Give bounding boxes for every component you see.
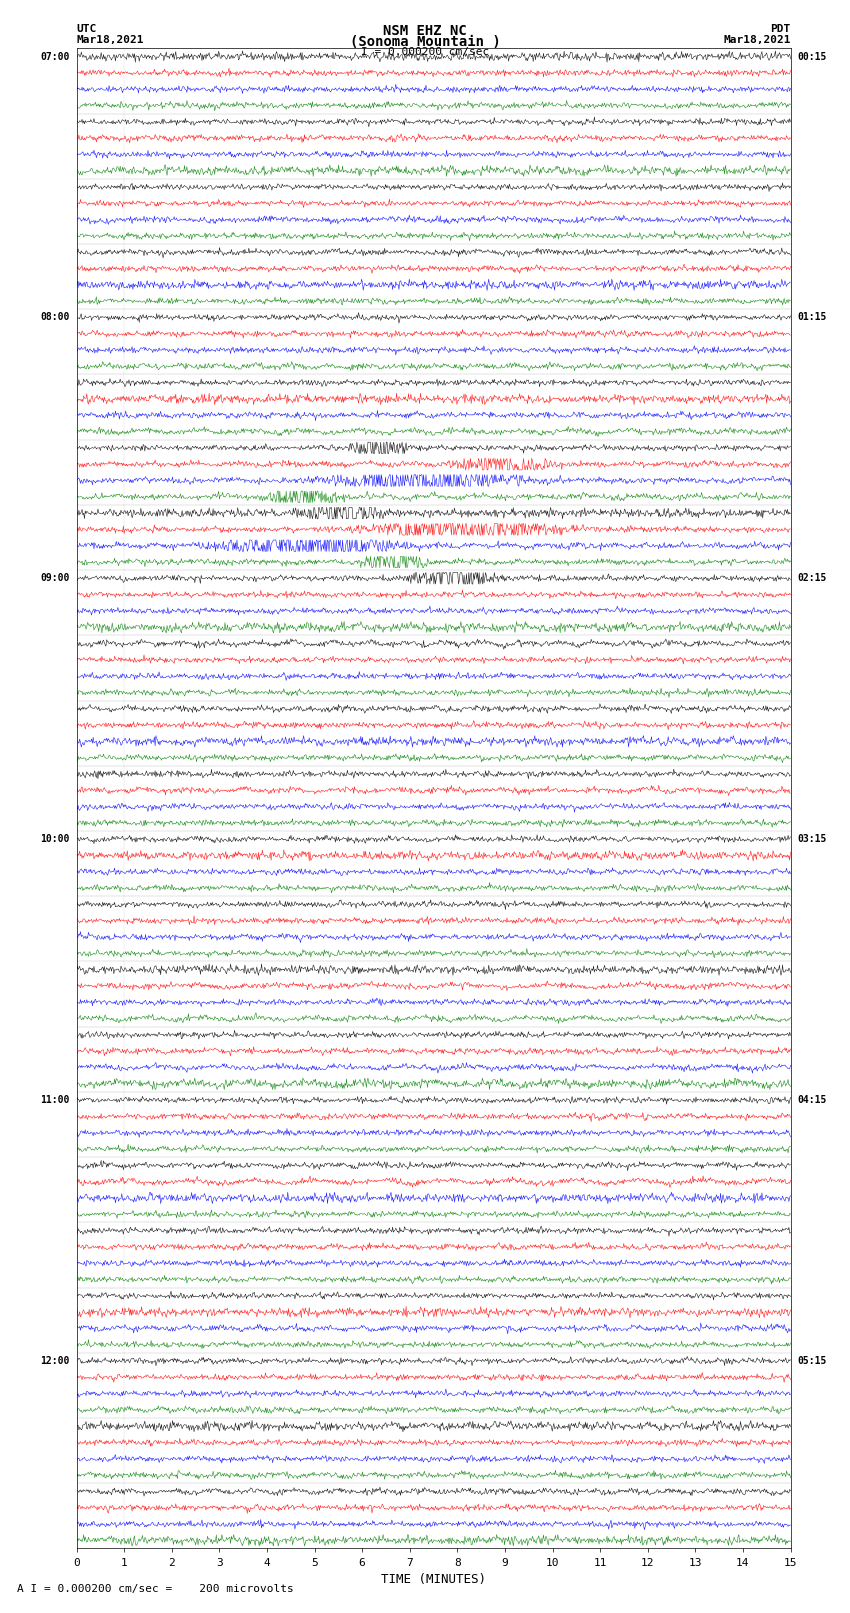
Text: (Sonoma Mountain ): (Sonoma Mountain ) — [349, 35, 501, 50]
Text: 09:00: 09:00 — [40, 573, 70, 584]
Text: 01:15: 01:15 — [797, 313, 827, 323]
Text: 08:00: 08:00 — [40, 313, 70, 323]
X-axis label: TIME (MINUTES): TIME (MINUTES) — [381, 1573, 486, 1586]
Text: Mar18,2021: Mar18,2021 — [723, 35, 791, 45]
Text: 12:00: 12:00 — [40, 1357, 70, 1366]
Text: UTC: UTC — [76, 24, 97, 34]
Text: A I = 0.000200 cm/sec =    200 microvolts: A I = 0.000200 cm/sec = 200 microvolts — [17, 1584, 294, 1594]
Text: 05:15: 05:15 — [797, 1357, 827, 1366]
Text: 02:15: 02:15 — [797, 573, 827, 584]
Text: I = 0.000200 cm/sec: I = 0.000200 cm/sec — [361, 47, 489, 56]
Text: 10:00: 10:00 — [40, 834, 70, 844]
Text: Mar18,2021: Mar18,2021 — [76, 35, 144, 45]
Text: 00:15: 00:15 — [797, 52, 827, 61]
Text: 04:15: 04:15 — [797, 1095, 827, 1105]
Text: NSM EHZ NC: NSM EHZ NC — [383, 24, 467, 39]
Text: 07:00: 07:00 — [40, 52, 70, 61]
Text: 11:00: 11:00 — [40, 1095, 70, 1105]
Text: PDT: PDT — [770, 24, 790, 34]
Text: 03:15: 03:15 — [797, 834, 827, 844]
